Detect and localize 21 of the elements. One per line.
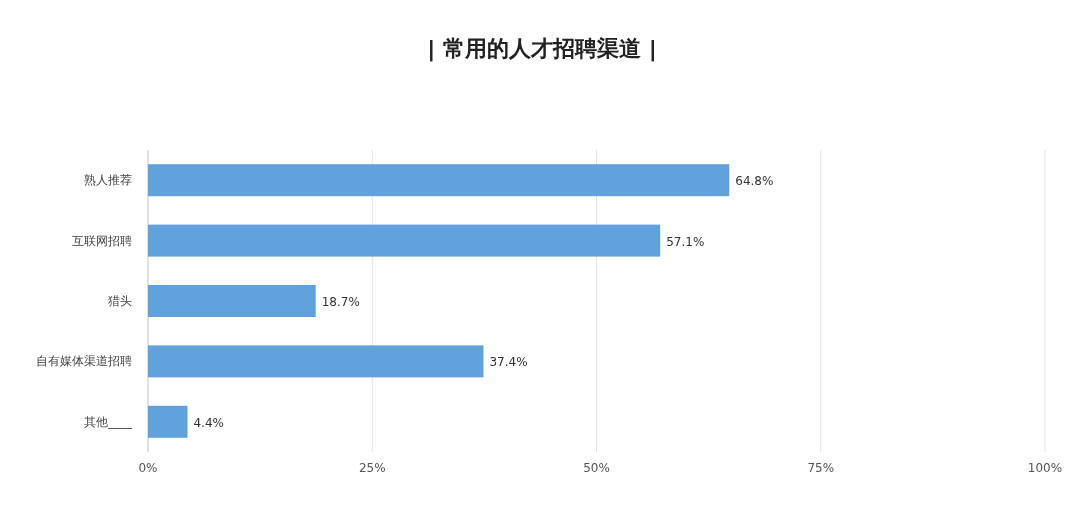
data-label: 57.1% — [666, 234, 705, 249]
bar — [148, 224, 661, 257]
x-tick-label: 100% — [1027, 461, 1063, 475]
x-tick-label: 75% — [807, 461, 835, 475]
y-tick-label: 其他____ — [84, 414, 133, 429]
data-label: 4.4% — [193, 415, 224, 430]
x-tick-label: 25% — [358, 461, 386, 475]
chart-title: | 常用的人才招聘渠道 | — [427, 36, 657, 62]
x-tick-label: 0% — [138, 461, 158, 475]
y-tick-label: 自有媒体渠道招聘 — [36, 354, 132, 369]
x-tick-label: 50% — [583, 461, 610, 475]
data-label: 37.4% — [489, 355, 528, 370]
y-tick-label: 互联网招聘 — [72, 233, 132, 248]
bar — [148, 345, 484, 378]
bar — [148, 405, 188, 438]
y-tick-label: 熟人推荐 — [84, 173, 132, 188]
bar — [148, 164, 730, 197]
y-tick-label: 猎头 — [108, 294, 132, 308]
data-label: 64.8% — [735, 174, 774, 189]
bar — [148, 285, 316, 317]
data-label: 18.7% — [321, 295, 360, 309]
